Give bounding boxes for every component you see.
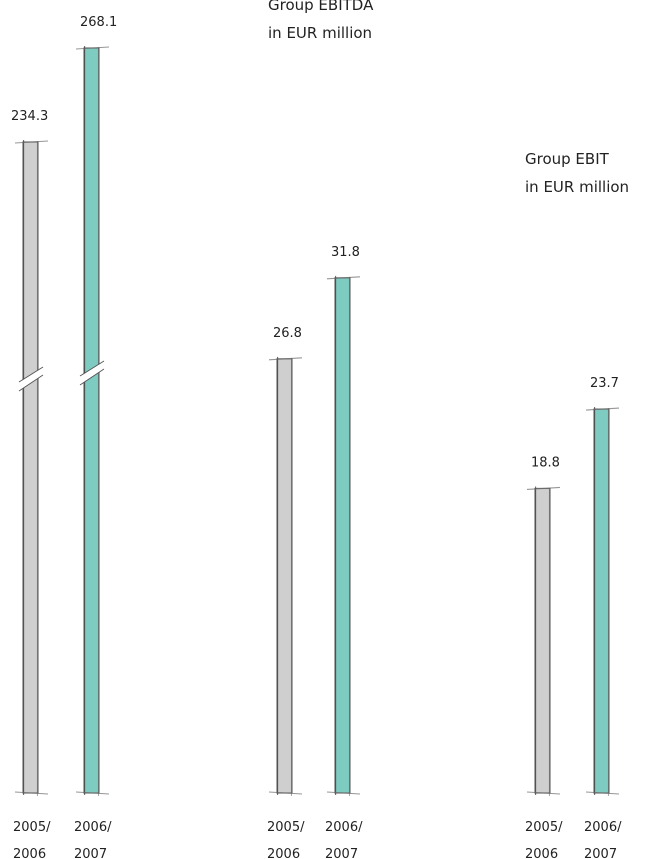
chart-0-bar-0-break-line-upper [18, 366, 44, 383]
chart-1-title-line-1: in EUR million [268, 24, 372, 42]
chart-1-value-label-0: 26.8 [273, 326, 302, 341]
chart-1-category-label-1-line-0: 2006/ [325, 820, 363, 835]
chart-2-bar-0-top-cap [526, 486, 561, 490]
chart-1-bar-1-base-cap [326, 791, 361, 795]
chart-1-value-label-1: 31.8 [331, 245, 360, 260]
chart-1-bar-0-top-cap [268, 357, 303, 361]
chart-0-category-label-1-line-1: 2007 [74, 847, 107, 859]
chart-2-bar-1-top-cap [585, 407, 620, 411]
chart-0-bar-1-base-cap [75, 791, 110, 795]
chart-0-category-label-0-line-1: 2006 [13, 847, 46, 859]
chart-0-bar-0-base-cap [14, 791, 49, 795]
chart-0-bar-0 [22, 141, 39, 794]
chart-1-bar-0-base-cap [268, 791, 303, 795]
chart-2-bar-1 [593, 408, 610, 794]
chart-0-bar-0-break-line-lower [18, 374, 44, 392]
chart-1-bar-1-top-cap [326, 276, 361, 280]
chart-2-bar-0 [534, 487, 551, 794]
chart-1-category-label-0-line-0: 2005/ [267, 820, 305, 835]
chart-2-category-label-0-line-0: 2005/ [525, 820, 563, 835]
chart-2-bar-0-base-cap [526, 791, 561, 795]
chart-0-value-label-1: 268.1 [80, 15, 117, 30]
chart-1-bar-0 [276, 358, 293, 794]
chart-0-category-label-1-line-0: 2006/ [74, 820, 112, 835]
chart-2-title-line-0: Group EBIT [525, 150, 610, 168]
chart-2-value-label-1: 23.7 [590, 376, 619, 391]
chart-2-bar-1-base-cap [585, 791, 620, 795]
chart-2-category-label-0-line-1: 2006 [525, 847, 558, 859]
chart-2-title-line-1: in EUR million [525, 178, 629, 196]
chart-1-category-label-0-line-1: 2006 [267, 847, 300, 859]
chart-ebit: Group EBIT in EUR million 18.8 2005/2006 23.… [525, 150, 629, 859]
chart-0-category-label-0-line-0: 2005/ [13, 820, 51, 835]
chart-0-bar-0-top-cap [14, 140, 49, 144]
chart-2-value-label-0: 18.8 [531, 455, 560, 470]
chart-0-bar-0-axis-break [17, 366, 44, 392]
chart-0-value-label-0: 234.3 [11, 109, 48, 124]
chart-1-category-label-1-line-1: 2007 [325, 847, 358, 859]
chart-1-bar-1 [334, 277, 351, 794]
chart-left: 234.3 2005/2006 268.1 2006/2007 [11, 15, 117, 859]
chart-1-title-line-0: Group EBITDA [268, 0, 374, 14]
chart-0-bar-1-break-line-upper [79, 360, 105, 377]
chart-0-bar-1-break-line-lower [79, 368, 105, 386]
chart-0-bar-1-axis-break [78, 360, 105, 386]
chart-0-bar-1-top-cap [75, 46, 110, 50]
chart-0-bar-1 [83, 47, 100, 794]
chart-2-category-label-1-line-0: 2006/ [584, 820, 622, 835]
chart-2-category-label-1-line-1: 2007 [584, 847, 617, 859]
chart-ebitda: Group EBITDA in EUR million 26.8 2005/2006 3… [267, 0, 374, 859]
